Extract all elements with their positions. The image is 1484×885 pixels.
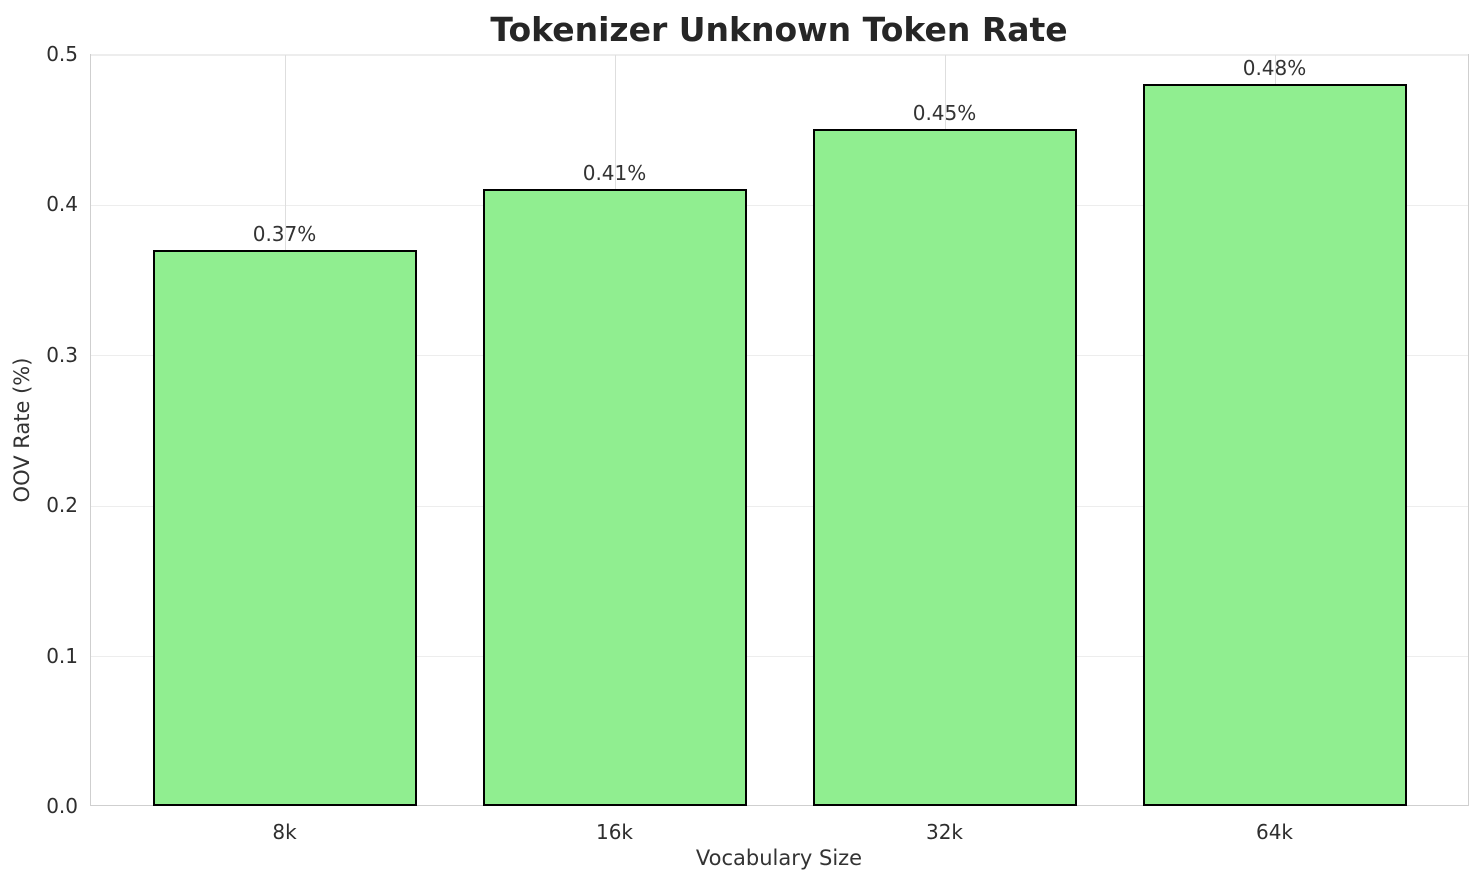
x-tick-label: 16k [595,820,634,844]
bar-32k [812,129,1077,806]
grid-line-horizontal [91,505,1468,507]
bar-value-label: 0.48% [1242,56,1307,81]
y-tick-label: 0.5 [46,42,78,66]
x-axis-label: Vocabulary Size [695,846,863,870]
bar-value-label: 0.45% [912,101,977,126]
bar-value-label: 0.37% [252,221,317,246]
y-tick-label: 0.1 [46,643,78,668]
bar-value-label: 0.41% [582,161,647,186]
grid-line-horizontal [91,54,1468,56]
grid-line-horizontal [91,656,1468,658]
y-tick-label: 0.2 [46,493,78,518]
bar-64k [1142,84,1407,806]
y-tick-label: 0.4 [46,192,78,217]
x-tick-label: 8k [272,820,297,844]
y-axis-label: OOV Rate (%) [10,357,34,503]
grid-line-horizontal [91,204,1468,206]
x-tick-label: 64k [1255,820,1294,844]
chart-title: Tokenizer Unknown Token Rate [490,10,1068,49]
bar-16k [482,189,747,806]
x-tick-label: 32k [925,820,964,844]
grid-line-horizontal [91,355,1468,357]
bar-8k [152,249,417,806]
y-tick-label: 0.0 [46,794,78,818]
y-tick-label: 0.3 [46,342,78,367]
